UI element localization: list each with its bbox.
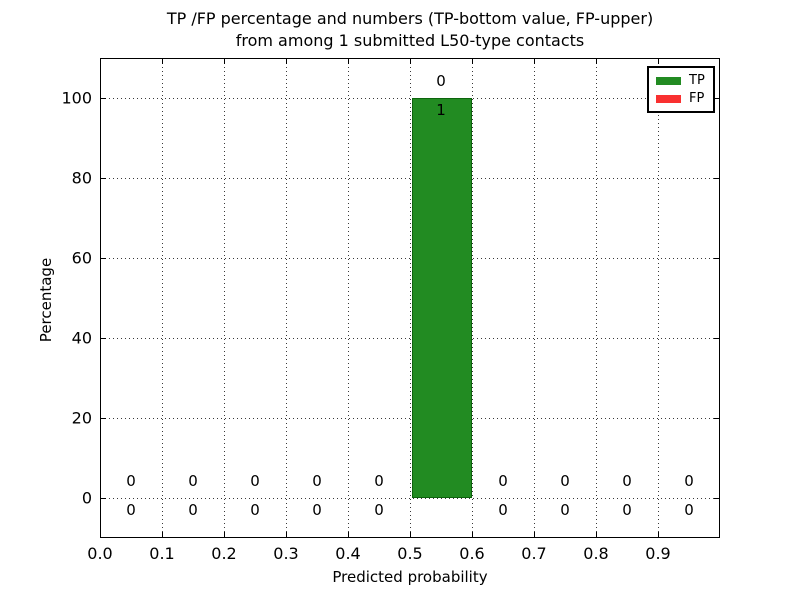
y-tick-label: 40 (71, 328, 92, 348)
tp-count-label: 0 (622, 501, 632, 519)
y-tick-right (714, 418, 719, 419)
tp-count-label: 1 (436, 101, 446, 119)
chart-title-line1: TP /FP percentage and numbers (TP-bottom… (166, 9, 654, 28)
x-tick-label: 0.2 (211, 544, 237, 563)
x-tick-label: 0.7 (521, 544, 547, 563)
legend-row-fp: FP (656, 92, 713, 105)
y-tick-right (714, 178, 719, 179)
gridline-x-0.5 (410, 59, 411, 537)
chart-title-line2: from among 1 submitted L50-type contacts (235, 31, 585, 50)
x-tick-label: 0.9 (645, 544, 671, 563)
fp-count-label: 0 (498, 472, 508, 490)
x-tick-label: 0.3 (273, 544, 299, 563)
x-tick-top (286, 59, 287, 64)
tp-legend-swatch-icon (656, 76, 681, 85)
y-tick-right (714, 338, 719, 339)
x-tick-label: 0.4 (335, 544, 361, 563)
x-tick-label: 0.6 (459, 544, 485, 563)
y-axis-label: Percentage (37, 257, 55, 343)
x-tick-bottom (472, 532, 473, 537)
x-tick-top (472, 59, 473, 64)
gridline-x-0.3 (286, 59, 287, 537)
y-tick-left (101, 498, 106, 499)
tp-count-label: 0 (188, 501, 198, 519)
y-tick-label: 20 (71, 408, 92, 428)
y-tick-left (101, 258, 106, 259)
x-tick-bottom (348, 532, 349, 537)
fp-count-label: 0 (684, 472, 694, 490)
y-tick-label: 60 (71, 248, 92, 268)
x-tick-bottom (224, 532, 225, 537)
legend-label: FP (689, 91, 705, 106)
x-tick-top (534, 59, 535, 64)
gridline-x-0.8 (596, 59, 597, 537)
x-tick-bottom (658, 532, 659, 537)
y-tick-label: 100 (61, 88, 92, 108)
y-tick-left (101, 98, 106, 99)
x-tick-bottom (162, 532, 163, 537)
y-tick-right (714, 98, 719, 99)
x-tick-label: 0.1 (149, 544, 175, 563)
gridline-x-0.9 (658, 59, 659, 537)
tp-bar (412, 98, 472, 498)
y-tick-left (101, 178, 106, 179)
tp-count-label: 0 (684, 501, 694, 519)
y-tick-label: 0 (81, 488, 92, 508)
fp-count-label: 0 (560, 472, 570, 490)
tp-count-label: 0 (312, 501, 322, 519)
legend: TP FP (647, 66, 715, 113)
x-tick-top (410, 59, 411, 64)
x-tick-bottom (534, 532, 535, 537)
tp-count-label: 0 (374, 501, 384, 519)
x-tick-top (658, 59, 659, 64)
x-tick-label: 0.5 (397, 544, 423, 563)
fp-count-label: 0 (250, 472, 260, 490)
y-tick-right (714, 258, 719, 259)
chart-title: TP /FP percentage and numbers (TP-bottom… (100, 8, 720, 52)
gridline-x-0.2 (224, 59, 225, 537)
gridline-x-0.4 (348, 59, 349, 537)
legend-label: TP (689, 73, 705, 88)
y-tick-right (714, 498, 719, 499)
fp-legend-swatch-icon (656, 94, 681, 103)
x-tick-top (162, 59, 163, 64)
fp-count-label: 0 (622, 472, 632, 490)
x-tick-top (596, 59, 597, 64)
y-tick-left (101, 418, 106, 419)
x-tick-top (224, 59, 225, 64)
gridline-x-0.6 (472, 59, 473, 537)
tp-count-label: 0 (126, 501, 136, 519)
x-tick-bottom (596, 532, 597, 537)
tp-count-label: 0 (498, 501, 508, 519)
gridline-x-0.7 (534, 59, 535, 537)
fp-count-label: 0 (436, 72, 446, 90)
tp-count-label: 0 (560, 501, 570, 519)
legend-row-tp: TP (656, 74, 713, 87)
x-axis-label: Predicted probability (332, 568, 488, 586)
y-tick-left (101, 338, 106, 339)
x-tick-bottom (286, 532, 287, 537)
x-tick-bottom (410, 532, 411, 537)
x-tick-label: 0.0 (87, 544, 113, 563)
fp-count-label: 0 (312, 472, 322, 490)
fp-count-label: 0 (126, 472, 136, 490)
fp-count-label: 0 (374, 472, 384, 490)
tp-count-label: 0 (250, 501, 260, 519)
fp-count-label: 0 (188, 472, 198, 490)
x-tick-top (348, 59, 349, 64)
x-tick-label: 0.8 (583, 544, 609, 563)
y-tick-label: 80 (71, 168, 92, 188)
gridline-x-0.1 (162, 59, 163, 537)
